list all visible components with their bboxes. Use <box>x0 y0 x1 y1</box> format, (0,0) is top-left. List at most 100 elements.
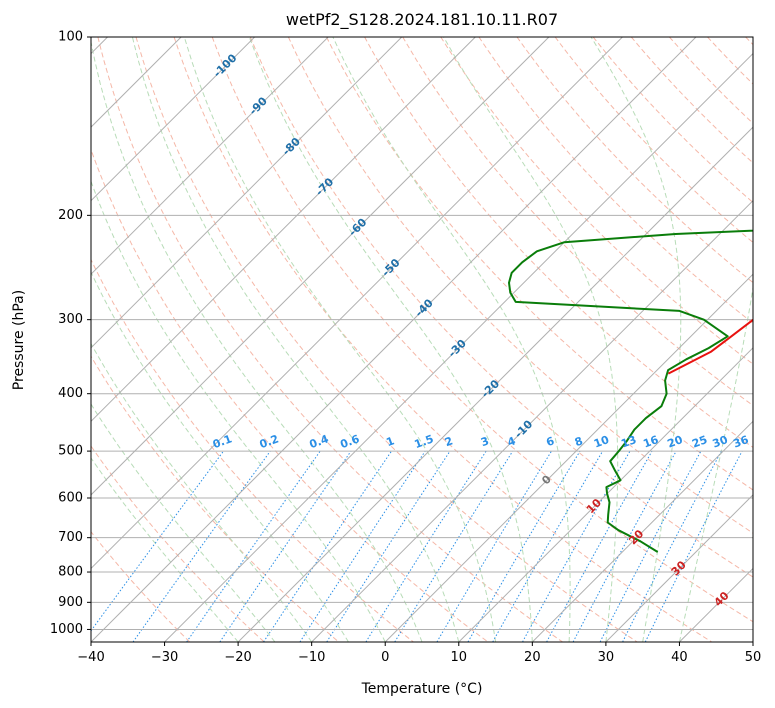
mixing-ratio-line <box>219 450 352 642</box>
isotherm-line <box>91 37 623 570</box>
line-labels: 0.1 0.2 0.4 0.6 1 1.5 2 3 4 6 8 10 13 16 20 25 30 36-100-… <box>211 51 751 609</box>
background-lines <box>91 37 753 642</box>
mixing-ratio-label: 4 <box>506 434 518 449</box>
dry-adiabat-line <box>91 445 265 642</box>
mixing-ratio-label: 2 <box>443 434 455 449</box>
isotherm-line <box>164 52 753 642</box>
mixing-ratio-label: 13 <box>619 433 638 450</box>
dry-adiabat-line <box>211 37 753 623</box>
temperature-line <box>667 318 753 375</box>
mixing-ratio-label: 6 <box>544 434 556 449</box>
moist-adiabat-line <box>91 179 386 642</box>
isotherm-line <box>384 273 753 642</box>
dry-adiabat-line <box>707 37 753 85</box>
mixing-ratio-line <box>622 450 722 642</box>
moist-adiabat-line <box>91 39 423 642</box>
x-tick-label: 50 <box>745 650 762 665</box>
mixing-ratio-line <box>299 450 426 642</box>
moist-adiabat-line <box>590 37 682 642</box>
y-tick-label: 500 <box>58 444 83 459</box>
moist-adiabat-line <box>131 37 460 642</box>
mixing-ratio-label: 30 <box>711 433 730 451</box>
moist-adiabat-line <box>443 37 619 642</box>
dry-adiabat-line <box>630 37 753 164</box>
isotherm-line <box>237 126 753 642</box>
mixing-ratio-label: 1.5 <box>413 432 436 451</box>
dry-adiabat-line <box>326 37 753 491</box>
isotherm-line <box>458 347 753 642</box>
x-tick-label: −10 <box>298 650 325 665</box>
dry-adiabat-line <box>592 37 753 204</box>
isotherm-line <box>605 494 753 642</box>
y-axis-label: Pressure (hPa) <box>11 290 27 390</box>
mixing-ratio-line <box>394 450 514 642</box>
plot-frame <box>90 36 754 643</box>
x-axis-label: Temperature (°C) <box>361 681 483 697</box>
mixing-ratio-line <box>365 450 487 642</box>
mixing-ratio-label: 36 <box>731 433 750 451</box>
grid <box>91 37 753 642</box>
mixing-ratio-label: 1 <box>385 434 397 449</box>
ticks: −40 −30 −20 −10 0 10 20 30 40 5010020030040050060… <box>50 30 761 666</box>
mixing-ratio-label: 0.1 <box>211 432 234 451</box>
mixing-ratio-line <box>326 450 451 642</box>
mixing-ratio-label: 20 <box>666 433 685 451</box>
dry-adiabat-line <box>402 37 753 407</box>
series-layer <box>508 229 753 553</box>
dry-adiabat-line <box>516 37 753 284</box>
x-tick-label: 30 <box>598 650 615 665</box>
mixing-ratio-line <box>436 450 552 642</box>
dry-adiabat-line <box>135 37 638 642</box>
mixing-ratio-label: 3 <box>479 434 491 449</box>
dry-adiabat-line <box>91 258 414 642</box>
isotherm-line <box>91 37 403 349</box>
y-tick-label: 100 <box>58 30 83 45</box>
mixing-ratio-label: 16 <box>641 433 660 451</box>
moist-adiabat-line <box>91 342 313 642</box>
moist-adiabat-line <box>332 37 571 642</box>
x-tick-label: −30 <box>151 650 178 665</box>
dewpoint-line <box>508 229 753 553</box>
moist-adiabat-line <box>248 37 533 642</box>
x-tick-label: 20 <box>524 650 541 665</box>
mixing-ratio-line <box>572 450 677 642</box>
y-tick-label: 1000 <box>50 622 83 637</box>
moist-adiabat-line <box>183 37 497 642</box>
dry-adiabat-line <box>478 37 753 324</box>
dry-adiabat-line <box>91 148 489 642</box>
mixing-ratio-line <box>599 450 702 642</box>
isotherm-line <box>91 37 329 275</box>
y-tick-label: 900 <box>58 595 83 610</box>
mixing-ratio-line <box>644 450 743 642</box>
dry-adiabat-line <box>249 37 753 578</box>
y-tick-label: 300 <box>58 312 83 327</box>
isotherm-line <box>91 37 476 423</box>
mixing-ratio-line <box>263 450 392 642</box>
chart-title: wetPf2_S128.2024.181.10.11.R07 <box>286 10 558 30</box>
moist-adiabat-line <box>91 403 276 642</box>
isotherm-line <box>91 37 550 496</box>
y-tick-label: 200 <box>58 208 83 223</box>
dry-adiabat-line <box>91 355 340 642</box>
dry-adiabat-line <box>287 37 753 534</box>
mixing-ratio-line <box>91 450 224 632</box>
y-tick-label: 700 <box>58 530 83 545</box>
dry-adiabat-line <box>554 37 753 244</box>
mixing-ratio-line <box>522 450 631 642</box>
isotherm-line <box>91 37 256 202</box>
mixing-ratio-label: 0.6 <box>338 432 361 451</box>
mixing-ratio-label: 8 <box>573 434 585 449</box>
x-tick-label: 0 <box>381 650 389 665</box>
mixing-ratio-label: 25 <box>690 433 709 450</box>
mixing-ratio-line <box>132 450 271 642</box>
mixing-ratio-line <box>186 450 321 642</box>
y-tick-label: 600 <box>58 491 83 506</box>
dry-adiabat-line <box>440 37 753 365</box>
x-tick-label: 10 <box>451 650 468 665</box>
x-tick-label: −40 <box>77 650 104 665</box>
x-tick-label: 40 <box>671 650 688 665</box>
isotherm-line <box>531 420 753 642</box>
y-tick-label: 400 <box>58 386 83 401</box>
moist-adiabat-line <box>678 284 753 642</box>
